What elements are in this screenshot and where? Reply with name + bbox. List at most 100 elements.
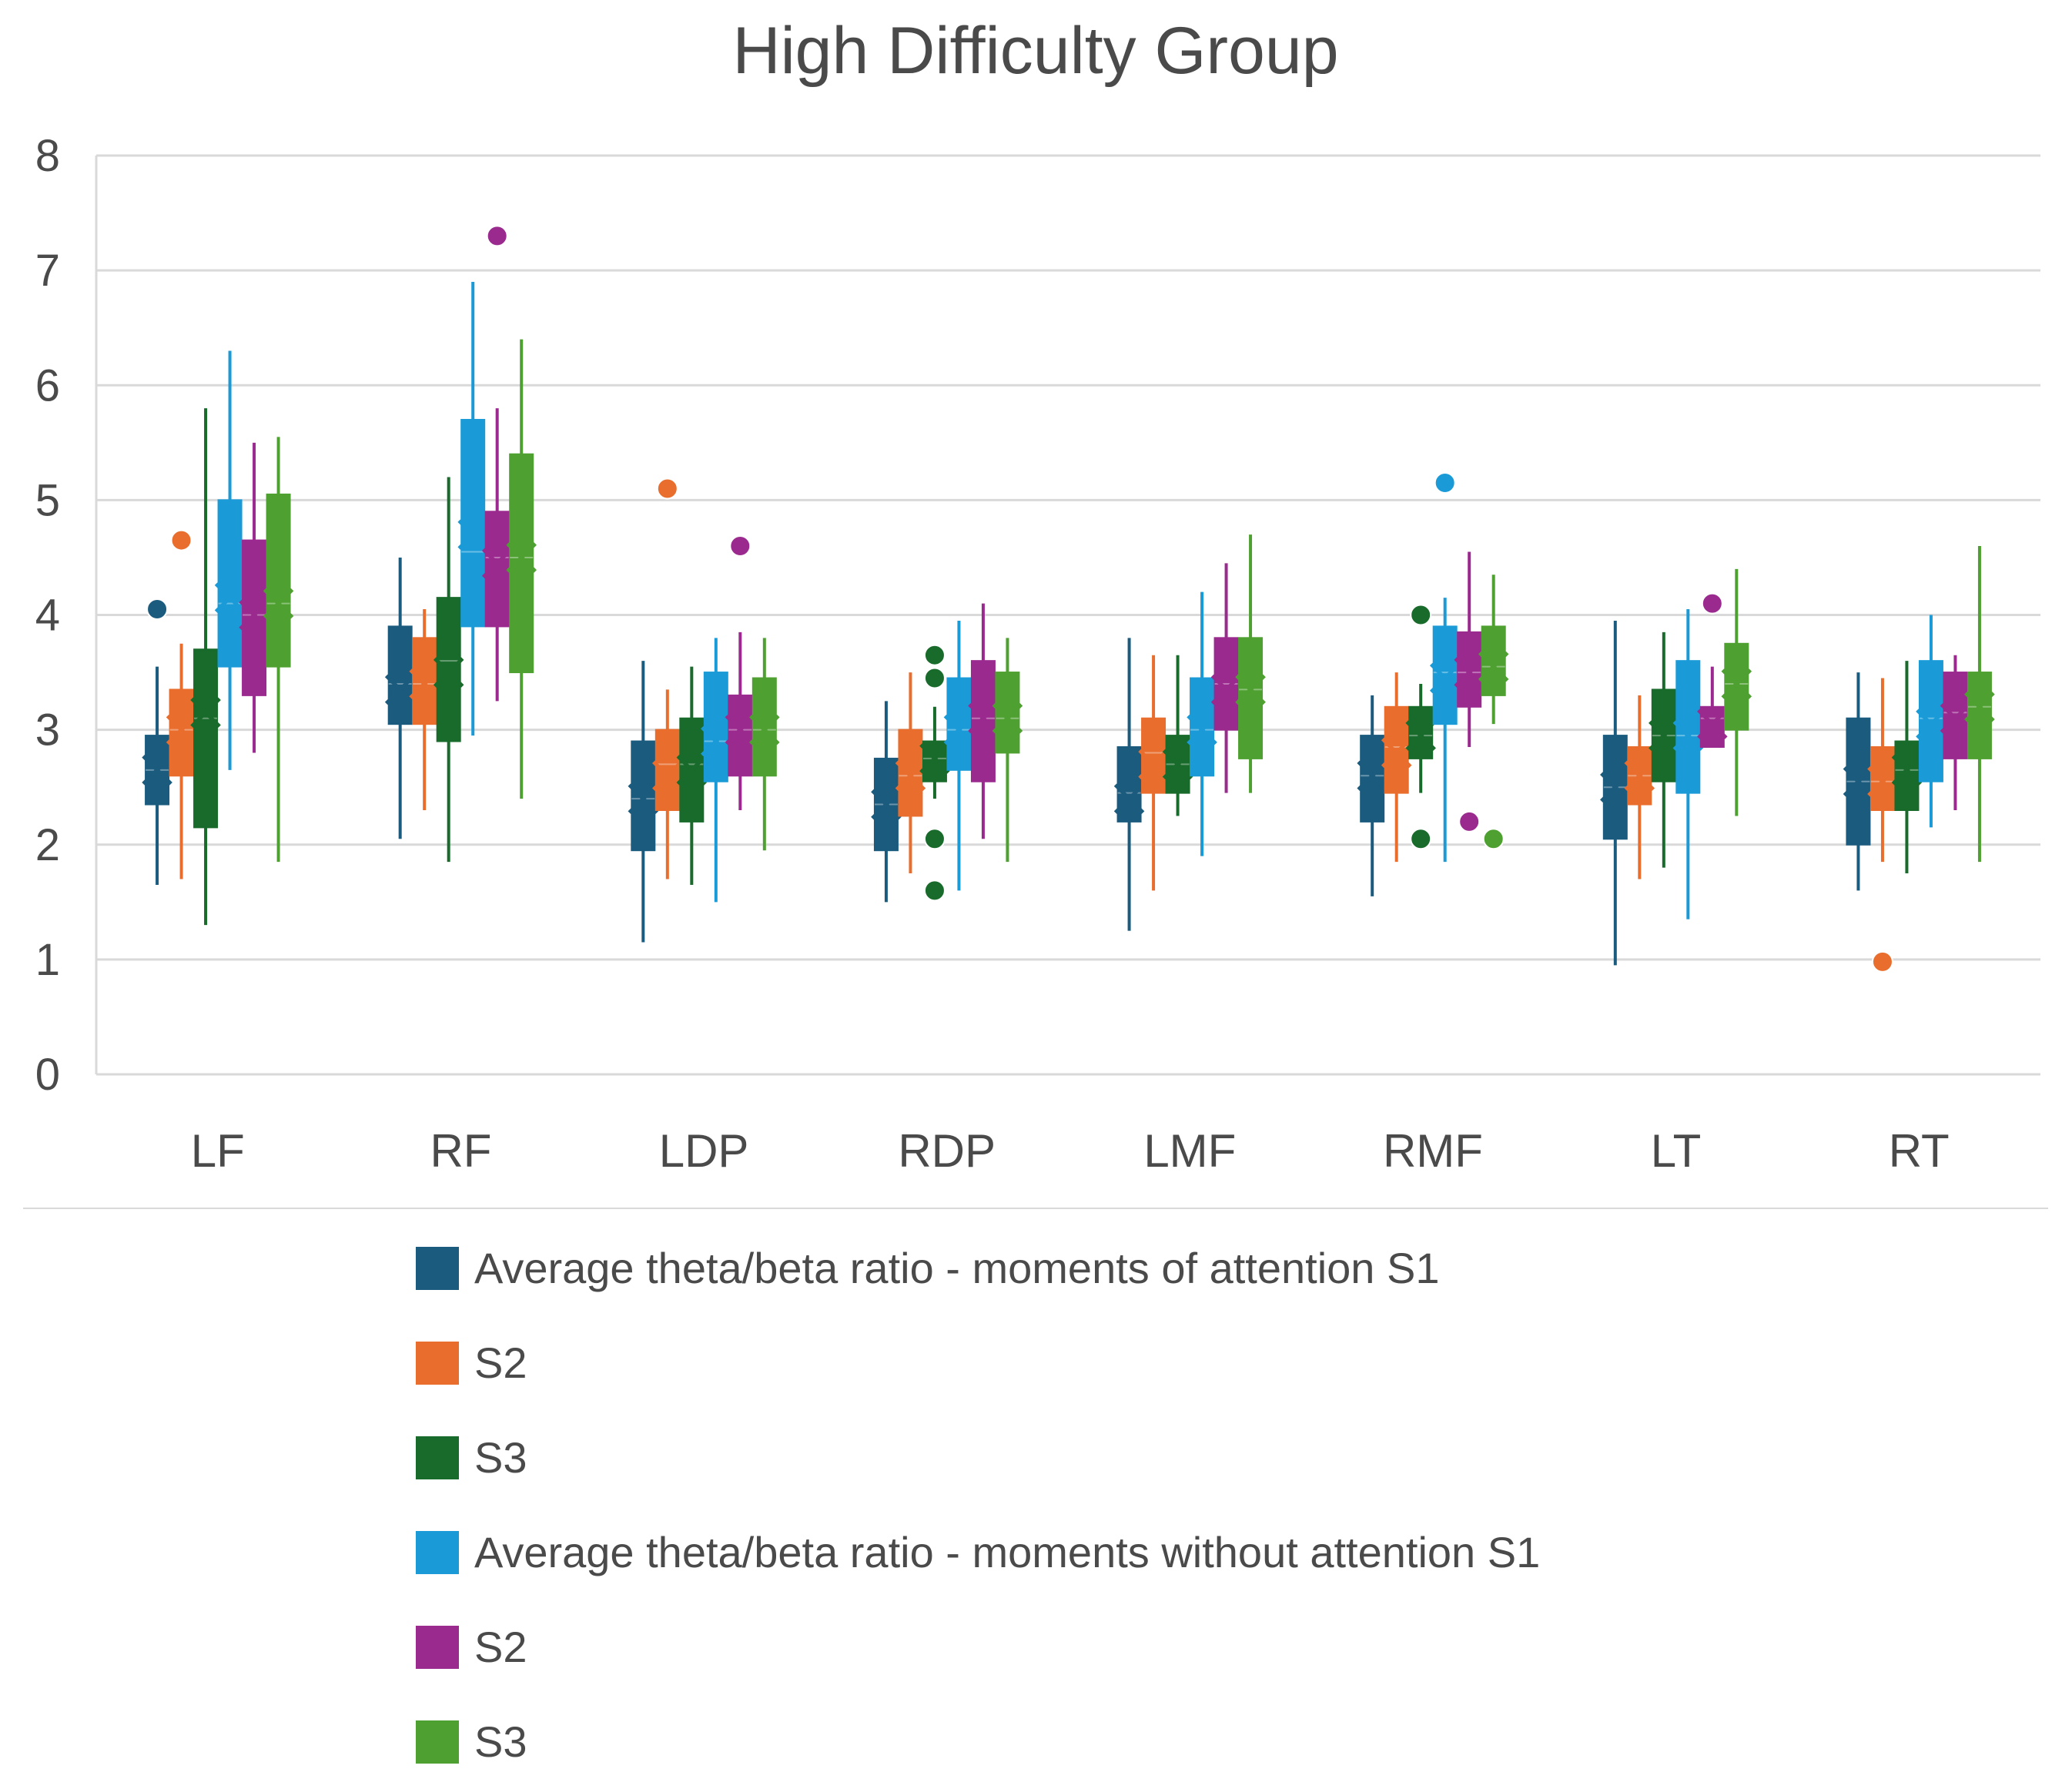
x-tick-label: LDP — [659, 1125, 749, 1177]
x-tick-label: LT — [1651, 1125, 1702, 1177]
box-group — [1407, 605, 1434, 849]
box-group — [435, 477, 463, 863]
outlier-point — [925, 880, 945, 900]
box-group — [216, 351, 244, 770]
outlier-point — [1484, 829, 1504, 849]
legend-label: S3 — [474, 1432, 527, 1482]
box — [1943, 672, 1967, 759]
legend-swatch — [416, 1436, 459, 1479]
legend-label: S2 — [474, 1338, 527, 1388]
box-group — [1722, 569, 1750, 816]
box-group — [1869, 678, 1896, 972]
outlier-point — [658, 478, 678, 498]
outlier-point — [1459, 812, 1479, 832]
box — [1190, 678, 1213, 776]
y-tick-label: 1 — [35, 935, 60, 985]
box — [219, 500, 242, 666]
box — [243, 541, 266, 695]
box-group — [192, 408, 219, 925]
y-tick-label: 5 — [35, 475, 60, 525]
box — [1118, 747, 1141, 822]
box-group — [629, 661, 657, 942]
box-group — [945, 621, 972, 890]
y-tick-label: 3 — [35, 705, 60, 755]
box — [1920, 661, 1943, 782]
legend-label: S2 — [474, 1622, 527, 1672]
outlier-point — [147, 599, 167, 619]
outlier-point — [172, 531, 192, 551]
box — [437, 598, 460, 741]
box — [1385, 707, 1408, 793]
legend-label: S3 — [474, 1717, 527, 1767]
box — [461, 420, 484, 626]
y-axis-ticks: 0 1 2 3 4 5 6 7 8 — [35, 131, 60, 1100]
legend-swatch — [416, 1720, 459, 1764]
outlier-point — [1411, 829, 1431, 849]
box-group — [168, 531, 196, 879]
box — [899, 730, 922, 816]
chart: High Difficulty Group 012345678 LF RF LDP R… — [0, 0, 2072, 1761]
box-group — [1431, 473, 1459, 862]
legend-separator — [23, 1208, 2048, 1209]
box — [389, 626, 412, 724]
box-group — [1602, 621, 1629, 965]
box — [631, 742, 654, 851]
legend-swatch — [416, 1531, 459, 1574]
boxes — [143, 226, 1993, 971]
box-group — [1966, 546, 1993, 862]
box-group — [1674, 609, 1702, 920]
gridlines — [96, 156, 2040, 1074]
x-tick-label: LMF — [1143, 1125, 1236, 1177]
legend-item: S3 — [416, 1694, 1956, 1789]
box-group — [1140, 655, 1167, 891]
box-group — [459, 282, 487, 735]
box — [1725, 644, 1748, 730]
box — [170, 689, 193, 776]
box-group — [1164, 655, 1192, 816]
box-group — [1941, 655, 1969, 810]
legend-item: Average theta/beta ratio - moments of at… — [416, 1221, 1956, 1315]
box — [1458, 632, 1481, 707]
legend-swatch — [416, 1247, 459, 1290]
box-group — [969, 604, 997, 839]
legend-item: S3 — [416, 1410, 1956, 1505]
chart-title: High Difficulty Group — [732, 14, 1338, 88]
box-group — [678, 667, 705, 885]
outlier-point — [925, 668, 945, 688]
box — [1701, 707, 1724, 747]
outlier-point — [925, 829, 945, 849]
legend-label: Average theta/beta ratio - moments witho… — [474, 1527, 1540, 1577]
legend: Average theta/beta ratio - moments of at… — [416, 1221, 1956, 1789]
box-group — [1699, 594, 1726, 747]
x-tick-label: LF — [191, 1125, 245, 1177]
box-group — [993, 638, 1021, 862]
outlier-point — [1435, 473, 1455, 493]
x-axis-ticks: LF RF LDP RDP LMF RMF LT RT — [191, 1125, 1950, 1177]
box — [1409, 707, 1432, 759]
box-group — [1893, 661, 1920, 873]
legend-label: Average theta/beta ratio - moments of at… — [474, 1243, 1440, 1293]
legend-item: Average theta/beta ratio - moments witho… — [416, 1505, 1956, 1600]
y-tick-label: 0 — [35, 1050, 60, 1100]
x-tick-label: RDP — [898, 1125, 996, 1177]
y-tick-label: 8 — [35, 131, 60, 181]
outlier-point — [487, 226, 507, 246]
box — [267, 494, 290, 667]
box — [1871, 747, 1894, 810]
box — [413, 638, 436, 724]
box — [1434, 626, 1457, 724]
box — [1361, 735, 1384, 822]
box-group — [1237, 534, 1264, 793]
box — [705, 672, 728, 782]
outlier-point — [1411, 605, 1431, 625]
box-group — [1844, 672, 1872, 890]
x-tick-label: RT — [1889, 1125, 1950, 1177]
box-group — [1213, 563, 1240, 792]
legend-item: S2 — [416, 1315, 1956, 1410]
x-tick-label: RMF — [1383, 1125, 1483, 1177]
y-tick-label: 2 — [35, 820, 60, 870]
box-group — [387, 558, 414, 839]
box-group — [1383, 672, 1411, 862]
x-tick-label: RF — [430, 1125, 491, 1177]
box-group — [1917, 615, 1945, 828]
